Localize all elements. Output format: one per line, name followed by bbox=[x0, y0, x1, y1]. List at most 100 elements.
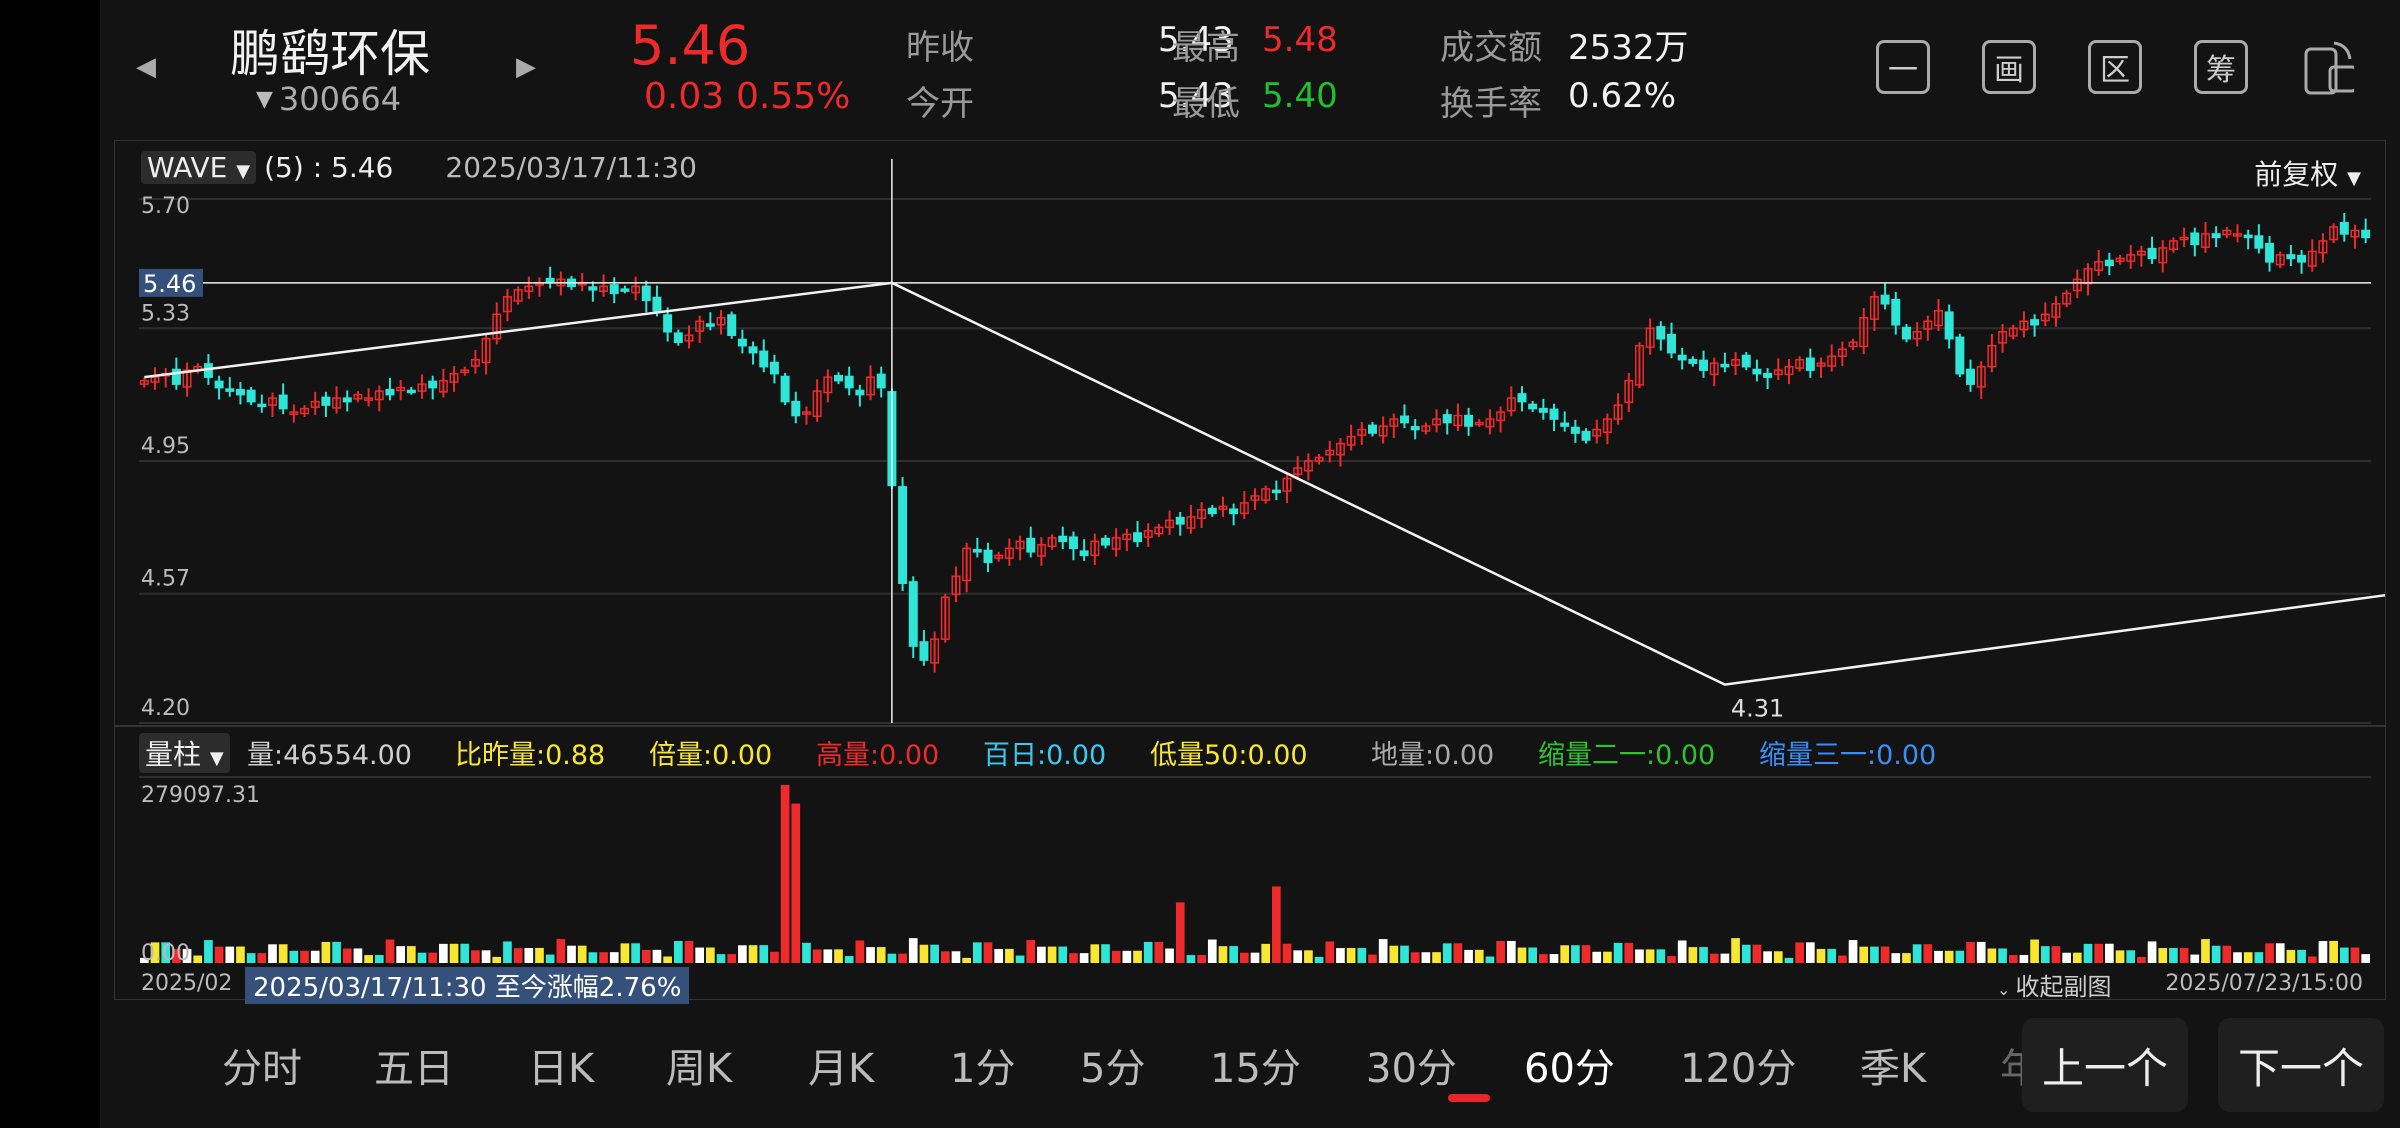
adjust-select[interactable]: 前复权 ▼ bbox=[2254, 158, 2361, 191]
candle-body bbox=[684, 334, 694, 342]
tab-5[interactable]: 1分 bbox=[950, 1046, 1016, 1092]
volume-bar bbox=[1197, 955, 1206, 963]
volume-bar bbox=[908, 938, 918, 963]
volume-bar bbox=[2051, 946, 2061, 963]
volume-bar bbox=[1944, 950, 1954, 963]
minus-icon[interactable]: 一 bbox=[1876, 40, 1930, 94]
volume-bar bbox=[2211, 945, 2221, 963]
candle-body bbox=[278, 394, 288, 410]
rotate-device-icon[interactable] bbox=[2300, 40, 2354, 95]
candle-body bbox=[1079, 550, 1089, 557]
kline-panel[interactable]: WAVE ▼ (5) : 5.46 2025/03/17/11:30 前复权 ▼… bbox=[114, 140, 2386, 726]
candle-body bbox=[1122, 533, 1132, 541]
volume-bar bbox=[503, 941, 512, 963]
volume-panel[interactable]: 量柱 ▼ 量:46554.00 比昨量:0.88 倍量:0.00 高量:0.00 百日:… bbox=[114, 726, 2386, 1004]
tab-2[interactable]: 日K bbox=[528, 1046, 595, 1092]
volume-type-select[interactable]: 量柱 ▼ bbox=[139, 733, 230, 773]
volume-bar bbox=[1613, 942, 1623, 963]
tab-11[interactable]: 季K bbox=[1860, 1046, 1927, 1092]
volume-bar bbox=[257, 953, 267, 963]
tab-3[interactable]: 周K bbox=[666, 1046, 733, 1092]
candle-body bbox=[972, 548, 982, 553]
volume-bar bbox=[1763, 951, 1772, 963]
candle-body bbox=[353, 393, 363, 400]
volume-bar bbox=[300, 950, 309, 963]
chip-icon[interactable]: 筹 bbox=[2194, 40, 2248, 94]
volume-bar bbox=[278, 944, 288, 963]
volume-bar bbox=[246, 953, 256, 963]
wave-param: (5) : 5.46 bbox=[264, 151, 394, 184]
volume-bar bbox=[1592, 951, 1602, 963]
candle-body bbox=[1581, 430, 1591, 441]
volume-bar bbox=[834, 949, 843, 963]
stat-value: 5.48 bbox=[1262, 20, 1338, 60]
next-stock-button[interactable]: 下一个 bbox=[2218, 1018, 2384, 1112]
candle-body bbox=[866, 376, 876, 396]
candle-body bbox=[1154, 526, 1164, 535]
tab-6[interactable]: 5分 bbox=[1080, 1046, 1146, 1092]
volume-bar bbox=[1635, 949, 1644, 963]
candle-body bbox=[235, 388, 245, 396]
volume-bar bbox=[2350, 947, 2360, 963]
volume-bar bbox=[1432, 952, 1441, 963]
candle-body bbox=[321, 396, 331, 406]
candle-body bbox=[2339, 222, 2349, 235]
collapse-subchart-button[interactable]: ⌄ 收起副图 bbox=[1997, 973, 2112, 1001]
stock-code-selector[interactable]: ▼ 300664 bbox=[256, 80, 401, 118]
y-tick-label: 5.70 bbox=[141, 194, 190, 219]
candle-body bbox=[1538, 407, 1548, 413]
tab-10[interactable]: 120分 bbox=[1680, 1046, 1797, 1092]
stat-label: 最低 bbox=[1172, 84, 1240, 124]
candle-body bbox=[1560, 422, 1570, 427]
tab-0[interactable]: 分时 bbox=[222, 1046, 302, 1092]
draw-icon[interactable]: 画 bbox=[1982, 40, 2036, 94]
tab-4[interactable]: 月K bbox=[808, 1046, 875, 1092]
volume-bar bbox=[2094, 943, 2104, 963]
candle-body bbox=[695, 320, 705, 332]
volume-bar bbox=[2137, 956, 2146, 963]
volume-bar bbox=[631, 943, 640, 963]
candle-body bbox=[673, 332, 683, 343]
candle-body bbox=[1720, 363, 1730, 368]
volume-bar bbox=[1571, 945, 1580, 963]
volume-bar bbox=[2019, 955, 2029, 963]
candle-body bbox=[2297, 254, 2307, 263]
candle-body bbox=[769, 361, 779, 375]
range-icon[interactable]: 区 bbox=[2088, 40, 2142, 94]
candle-body bbox=[641, 285, 651, 302]
volume-bar bbox=[1912, 944, 1922, 963]
candle-body bbox=[1688, 358, 1698, 364]
volume-bar bbox=[1517, 947, 1527, 963]
volume-bar bbox=[1293, 950, 1303, 963]
tab-8[interactable]: 30分 bbox=[1366, 1046, 1457, 1092]
volume-bar bbox=[748, 945, 758, 963]
prev-stock-arrow-icon[interactable]: ◀ bbox=[136, 52, 156, 82]
prev-stock-button[interactable]: 上一个 bbox=[2022, 1018, 2188, 1112]
tab-9[interactable]: 60分 bbox=[1524, 1046, 1615, 1092]
candle-body bbox=[599, 285, 609, 292]
volume-bar bbox=[716, 954, 726, 963]
volume-bar bbox=[1987, 948, 1997, 963]
candle-body bbox=[1709, 362, 1719, 376]
volume-bar bbox=[1175, 902, 1185, 963]
candle-body bbox=[1004, 547, 1014, 559]
candle-body bbox=[481, 337, 491, 364]
tab-7[interactable]: 15分 bbox=[1210, 1046, 1301, 1092]
tab-1[interactable]: 五日 bbox=[374, 1046, 454, 1092]
next-stock-arrow-icon[interactable]: ▶ bbox=[516, 52, 536, 82]
candle-body bbox=[705, 323, 715, 327]
candle-body bbox=[428, 380, 438, 389]
volume-bar bbox=[204, 940, 213, 963]
volume-bar bbox=[1122, 950, 1132, 963]
candle-body bbox=[2072, 278, 2082, 292]
volume-indicator: 倍量:0.00 bbox=[649, 740, 773, 771]
volume-bar bbox=[1506, 940, 1516, 963]
volume-bar bbox=[428, 952, 438, 963]
volume-bar bbox=[2062, 952, 2071, 963]
candle-body bbox=[1229, 508, 1239, 515]
candle-body bbox=[940, 596, 950, 640]
candle-body bbox=[1432, 418, 1442, 426]
kline-chart[interactable]: 5.705.334.954.574.205.464.315.65S bbox=[115, 141, 2385, 725]
candle-body bbox=[1453, 414, 1463, 427]
wave-indicator-select[interactable]: WAVE ▼ bbox=[141, 151, 257, 184]
